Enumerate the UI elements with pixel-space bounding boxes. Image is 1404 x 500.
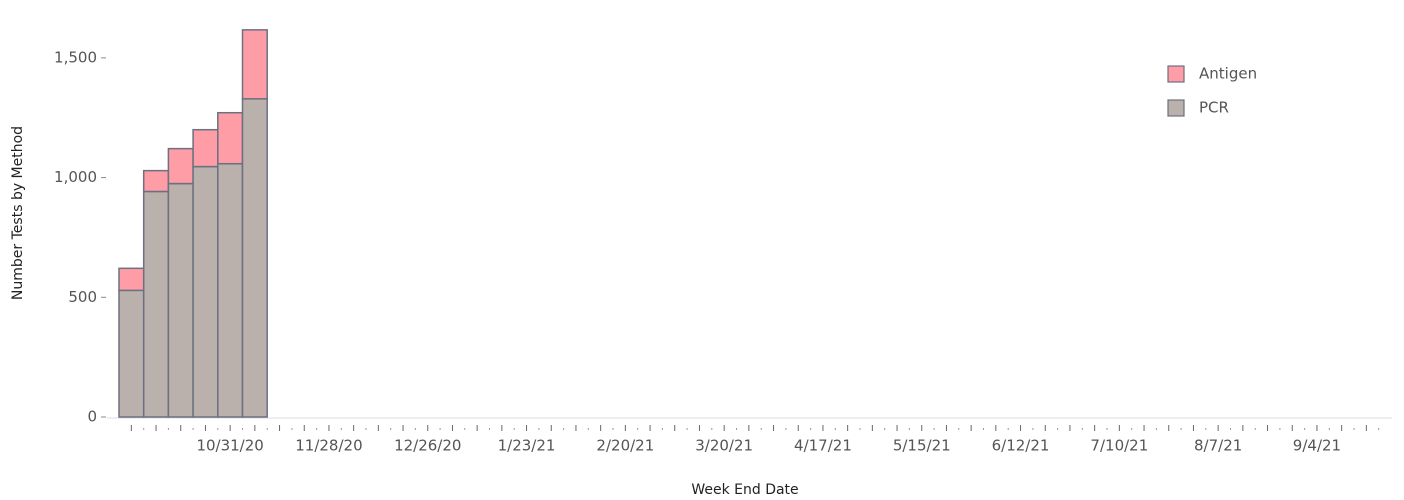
bar-segment <box>167 147 194 185</box>
bar-segment <box>142 190 170 418</box>
x-tick-label: 11/28/20 <box>295 437 362 455</box>
x-tick-label: 12/26/20 <box>394 437 461 455</box>
x-tick-label: 9/4/21 <box>1293 437 1341 455</box>
bar-segment <box>217 111 244 165</box>
x-tick-label: 1/23/21 <box>498 437 556 455</box>
x-tick-label: 10/31/20 <box>196 437 263 455</box>
bar-segment <box>192 128 219 168</box>
y-axis-title: Number Tests by Method <box>10 126 26 300</box>
bar-segment <box>118 289 145 418</box>
bar-segment <box>241 29 268 100</box>
legend-label: Antigen <box>1199 65 1257 83</box>
y-tick-label: 1,000 <box>54 168 97 186</box>
y-tick-label: 500 <box>68 288 97 306</box>
y-tick-label: 0 <box>87 408 97 426</box>
bar-segment <box>217 162 244 418</box>
bar-segment <box>241 98 268 418</box>
bar-segment <box>118 267 145 292</box>
legend-label: PCR <box>1199 99 1229 117</box>
bar-segment <box>167 182 194 418</box>
x-tick-label: 6/12/21 <box>992 437 1050 455</box>
x-tick-label: 7/10/21 <box>1090 437 1148 455</box>
x-tick-label: 8/7/21 <box>1194 437 1242 455</box>
bar-segment <box>142 169 170 193</box>
x-tick-label: 2/20/21 <box>596 437 654 455</box>
x-tick-label: 5/15/21 <box>893 437 951 455</box>
x-tick-label: 4/17/21 <box>794 437 852 455</box>
x-tick-label: 3/20/21 <box>695 437 753 455</box>
x-axis-title: Week End Date <box>691 482 798 498</box>
legend-swatch <box>1167 99 1185 117</box>
bar-segment <box>192 165 219 418</box>
legend-swatch <box>1167 65 1185 83</box>
y-tick-label: 1,500 <box>54 48 97 66</box>
